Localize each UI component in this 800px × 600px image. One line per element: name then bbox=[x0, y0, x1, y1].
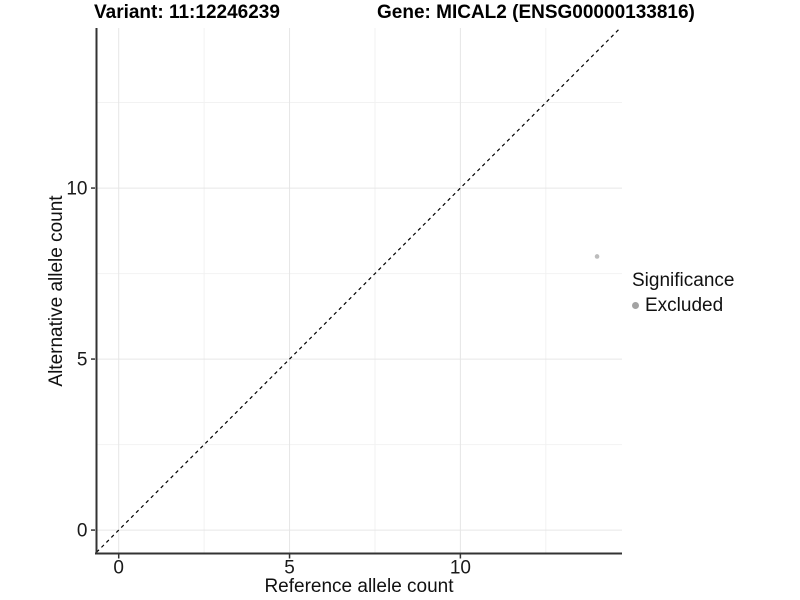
legend-item-label: Excluded bbox=[645, 294, 724, 316]
x-tick-label: 5 bbox=[284, 558, 295, 579]
legend-title: Significance bbox=[632, 270, 735, 291]
data-point bbox=[594, 254, 600, 259]
x-tick-label: 10 bbox=[450, 558, 471, 579]
y-tick-label: 5 bbox=[77, 350, 88, 371]
legend-key-dot-icon bbox=[632, 302, 639, 310]
x-tick-label: 0 bbox=[113, 558, 124, 579]
identity-line bbox=[96, 27, 621, 553]
y-tick-label: 10 bbox=[66, 179, 87, 200]
plot-title-variant: Variant: 11:12246239 bbox=[94, 2, 280, 23]
y-axis-title: Alternative allele count bbox=[46, 195, 67, 387]
legend-item-excluded: Excluded bbox=[632, 295, 734, 317]
y-tick-label: 0 bbox=[77, 521, 88, 542]
plot-title-gene: Gene: MICAL2 (ENSG00000133816) bbox=[377, 2, 695, 23]
x-axis-title: Reference allele count bbox=[264, 576, 454, 597]
legend: Significance Excluded bbox=[632, 271, 734, 317]
